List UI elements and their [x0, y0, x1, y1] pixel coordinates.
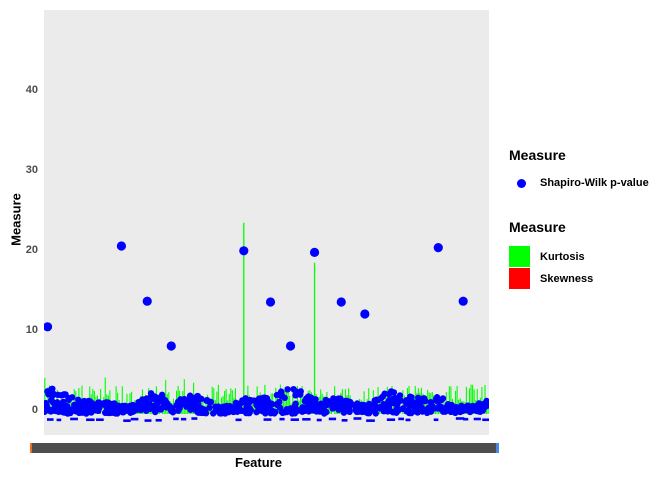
legend-skewness-swatch-icon: [509, 268, 530, 289]
y-axis-tick-label: 20: [25, 244, 38, 256]
x-axis-overlapping-labels-bar: [30, 443, 499, 453]
legend-item-kurtosis: Kurtosis: [509, 246, 593, 267]
x-axis-bar-left-sliver: [30, 443, 32, 453]
y-axis-tick-label: 30: [25, 164, 38, 176]
legend-item-label: Shapiro-Wilk p-value: [540, 177, 649, 189]
legend-item-shapiro: Shapiro-Wilk p-value: [509, 174, 649, 192]
x-axis-title: Feature: [235, 455, 282, 470]
y-axis-title: Measure: [8, 193, 24, 246]
legend-shapiro-wilk: Measure Shapiro-Wilk p-value: [509, 147, 649, 192]
x-axis-bar-right-sliver: [496, 443, 499, 453]
legend-item-skewness: Skewness: [509, 268, 593, 289]
plot-panel: [44, 10, 489, 435]
legend-item-label: Skewness: [540, 272, 594, 285]
legend-kurtosis-skewness: Measure Kurtosis Skewness: [509, 219, 593, 290]
y-axis-tick-label: 10: [25, 324, 38, 336]
legend-item-label: Kurtosis: [540, 250, 585, 263]
legend-title: Measure: [509, 219, 566, 235]
legend-point-key-icon: [517, 178, 526, 188]
y-axis-tick-label: 40: [25, 84, 38, 96]
legend-title: Measure: [509, 147, 566, 163]
legend-kurtosis-swatch-icon: [509, 246, 530, 267]
y-axis-tick-label: 0: [31, 404, 38, 416]
